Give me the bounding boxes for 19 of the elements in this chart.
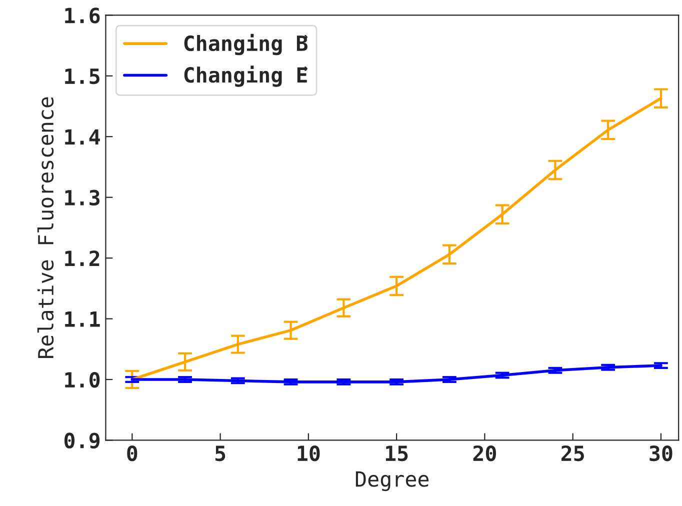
x-tick-label: 20: [473, 445, 496, 462]
y-tick-label: 1.2: [65, 250, 100, 266]
x-tick-label: 30: [650, 445, 672, 462]
legend-label: Changing E⃗: [184, 66, 308, 87]
x-tick-label: 0: [127, 445, 138, 462]
x-tick-label: 5: [215, 446, 226, 462]
x-tick-label: 10: [298, 445, 320, 462]
y-tick-label: 1.5: [65, 68, 100, 84]
x-axis-title: Degree: [356, 471, 429, 492]
y-tick-label: 1.3: [65, 190, 100, 206]
x-tick-label: 25: [561, 445, 584, 462]
y-tick-label: 0.9: [64, 432, 100, 449]
y-axis-title: Relative Fluorescence: [37, 97, 54, 358]
legend-label: Changing B⃗: [184, 34, 308, 56]
y-tick-label: 1.0: [65, 372, 100, 388]
x-tick-label: 15: [386, 446, 408, 462]
y-tick-label: 1.6: [65, 8, 100, 24]
y-tick-label: 1.1: [65, 312, 100, 327]
y-tick-label: 1.4: [65, 129, 100, 145]
